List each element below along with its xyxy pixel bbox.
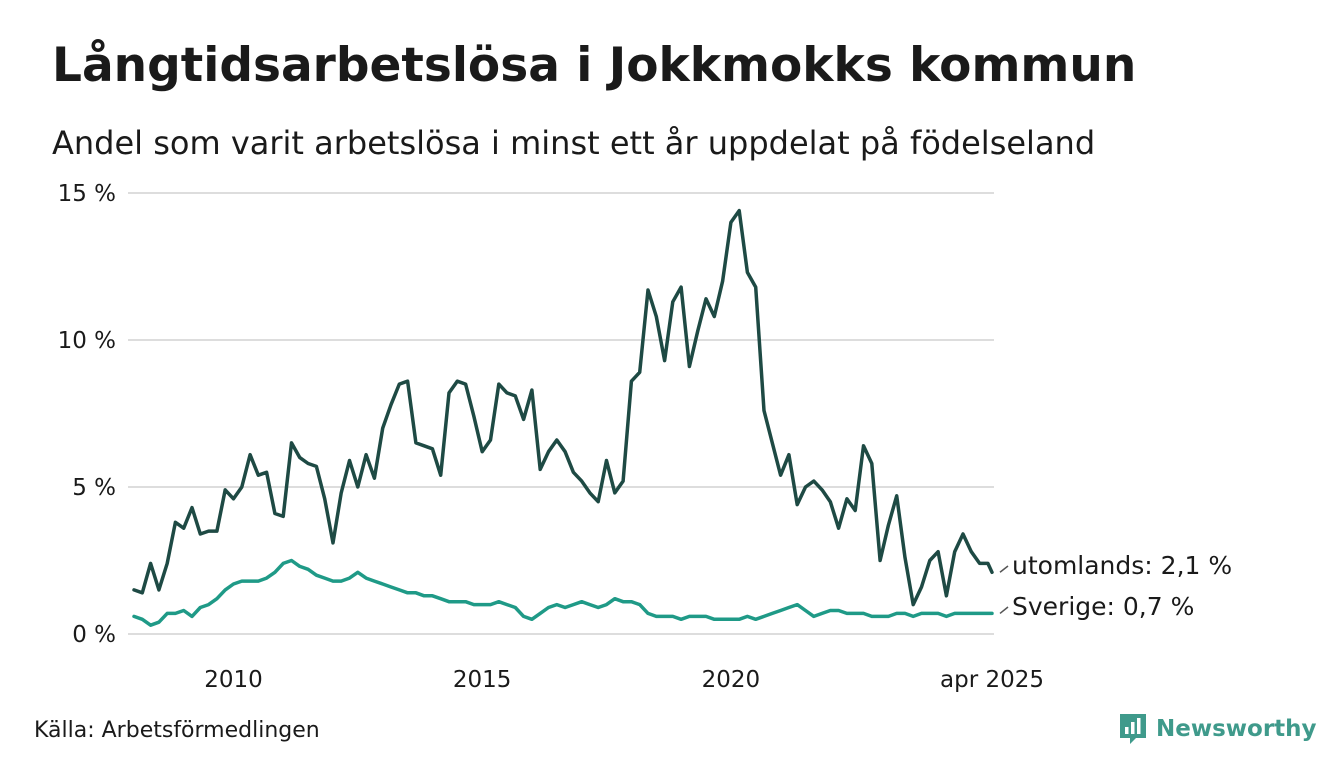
- y-tick-label: 10 %: [58, 328, 116, 354]
- x-tick-label: 2020: [702, 667, 761, 693]
- source-note: Källa: Arbetsförmedlingen: [34, 718, 320, 743]
- end-label-leader: [999, 606, 1009, 615]
- chart-subtitle: Andel som varit arbetslösa i minst ett å…: [52, 124, 1096, 162]
- end-label-utomlands: utomlands: 2,1 %: [1012, 551, 1232, 580]
- brand-name: Newsworthy: [1156, 716, 1317, 742]
- y-tick-label: 15 %: [58, 181, 116, 207]
- y-tick-label: 5 %: [72, 475, 116, 501]
- brand-logo: Newsworthy: [1118, 712, 1317, 746]
- newsworthy-logo-icon: [1120, 714, 1146, 744]
- series-line-sverige: [132, 558, 994, 627]
- x-tick-label: 2015: [453, 667, 512, 693]
- series-line-utomlands: [132, 208, 994, 607]
- x-tick-label: apr 2025: [940, 667, 1044, 693]
- x-tick-label: 2010: [204, 667, 263, 693]
- chart-title: Långtidsarbetslösa i Jokkmokks kommun: [52, 38, 1137, 93]
- end-label-leader: [999, 565, 1009, 573]
- end-label-sverige: Sverige: 0,7 %: [1012, 592, 1194, 621]
- y-tick-label: 0 %: [72, 622, 116, 648]
